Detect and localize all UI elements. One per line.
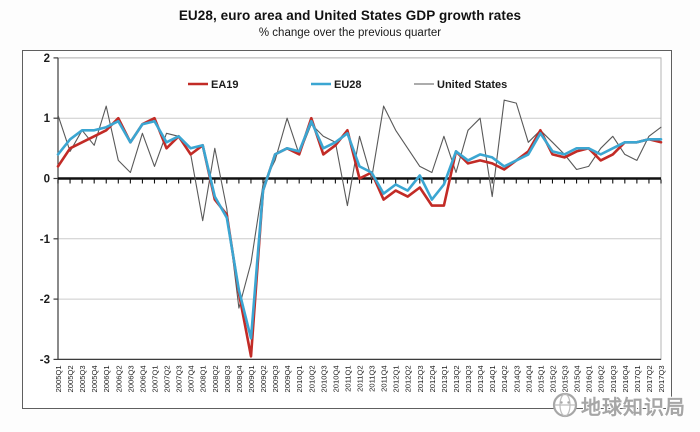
x-tick-label: 2014Q1 [488, 365, 497, 392]
x-tick-label: 2015Q3 [561, 365, 570, 392]
x-tick-label: 2012Q1 [392, 365, 401, 392]
x-tick-label: 2017Q1 [633, 365, 642, 392]
series-line-eu28 [56, 119, 663, 340]
chart-frame: 2 1 0 -1 -2 -3 2005Q1 2005Q2 2005Q3 2005Q4 2006Q1 2… [22, 50, 672, 409]
x-tick-label: 2006Q1 [102, 365, 111, 392]
x-tick-label: 2008Q1 [199, 365, 208, 392]
y-tick-label: -2 [40, 294, 50, 306]
x-tick-label: 2007Q3 [175, 365, 184, 392]
y-tick-label: -3 [40, 354, 50, 366]
x-tick-label: 2008Q4 [235, 365, 244, 392]
x-tick-label: 2008Q2 [211, 365, 220, 392]
series-line-ea19 [56, 116, 663, 358]
x-tick-label: 2010Q1 [295, 365, 304, 392]
x-tick-label: 2005Q1 [54, 365, 63, 392]
legend-label-eu28: EU28 [334, 79, 362, 91]
x-tick-label: 2010Q3 [319, 365, 328, 392]
plot-border [57, 57, 662, 360]
x-tick-label: 2012Q3 [416, 365, 425, 392]
x-tick-label: 2017Q3 [657, 365, 666, 392]
x-tick-label: 2013Q1 [440, 365, 449, 392]
x-tick-label: 2016Q4 [621, 365, 630, 392]
series-line-united-states [57, 99, 662, 309]
x-tick-label: 2015Q1 [536, 365, 545, 392]
x-tick-label: 2013Q3 [464, 365, 473, 392]
x-tick-label: 2009Q2 [259, 365, 268, 392]
y-tick-label: 2 [44, 53, 50, 65]
x-tick-label: 2016Q3 [609, 365, 618, 392]
x-tick-label: 2012Q2 [404, 365, 413, 392]
x-tick-label: 2014Q2 [500, 365, 509, 392]
x-tick-label: 2008Q3 [223, 365, 232, 392]
x-tick-label: 2011Q2 [356, 365, 365, 391]
x-tick-label: 2009Q3 [271, 365, 280, 392]
x-tick-label: 2014Q3 [512, 365, 521, 392]
x-tick-label: 2015Q4 [573, 365, 582, 392]
x-tick-label: 2011Q4 [380, 365, 389, 391]
legend-label-united-states: United States [437, 79, 507, 91]
x-tick-label: 2005Q4 [90, 365, 99, 392]
y-tick-label: -1 [40, 234, 51, 246]
x-tick-label: 2007Q4 [187, 365, 196, 392]
x-tick-label: 2006Q4 [138, 365, 147, 392]
x-tick-label: 2005Q2 [66, 365, 75, 392]
x-tick-label: 2009Q4 [283, 365, 292, 392]
x-tick-label: 2016Q2 [597, 365, 606, 392]
y-tick-label: 0 [44, 174, 50, 186]
x-tick-label: 2010Q2 [307, 365, 316, 392]
x-tick-label: 2010Q4 [331, 365, 340, 392]
x-tick-label: 2007Q2 [163, 365, 172, 392]
x-tick-label: 2007Q1 [150, 365, 159, 392]
x-tick-label: 2011Q1 [343, 365, 352, 391]
y-tick-label: 1 [44, 113, 51, 125]
chart-title: EU28, euro area and United States GDP gr… [178, 8, 522, 23]
x-tick-label: 2012Q4 [428, 365, 437, 392]
legend-label-ea19: EA19 [211, 79, 239, 91]
chart-subtitle: % change over the previous quarter [258, 27, 442, 39]
x-tick-label: 2006Q3 [126, 365, 135, 392]
x-tick-label: 2006Q2 [114, 365, 123, 392]
x-tick-label: 2013Q4 [476, 365, 485, 392]
x-tick-label: 2015Q2 [548, 365, 557, 392]
x-tick-label: 2005Q3 [78, 365, 87, 392]
x-tick-label: 2017Q2 [645, 365, 654, 392]
x-tick-label: 2016Q1 [585, 365, 594, 392]
x-tick-label: 2014Q4 [524, 365, 533, 392]
x-tick-label: 2011Q3 [368, 365, 377, 391]
x-tick-label: 2013Q2 [452, 365, 461, 392]
x-tick-label: 2009Q1 [247, 365, 256, 392]
